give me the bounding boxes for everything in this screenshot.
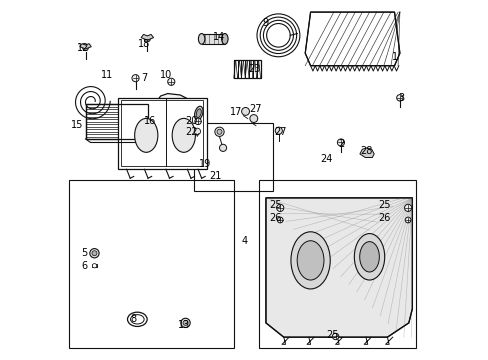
- Text: 17: 17: [229, 107, 242, 117]
- Bar: [69, 180, 233, 348]
- Circle shape: [332, 333, 338, 340]
- Ellipse shape: [196, 109, 201, 118]
- Circle shape: [167, 78, 175, 85]
- Ellipse shape: [194, 106, 203, 120]
- Text: 25: 25: [269, 200, 282, 210]
- Circle shape: [249, 114, 257, 122]
- Bar: [233, 60, 260, 78]
- Bar: [194, 123, 272, 191]
- Bar: [85, 104, 148, 139]
- Circle shape: [183, 320, 188, 325]
- Circle shape: [337, 139, 344, 146]
- Text: 25: 25: [325, 330, 338, 341]
- Bar: [233, 60, 260, 78]
- Polygon shape: [265, 198, 411, 337]
- Text: 19: 19: [199, 159, 211, 169]
- Circle shape: [214, 127, 224, 136]
- Circle shape: [92, 264, 97, 268]
- Circle shape: [82, 45, 88, 51]
- Text: 14: 14: [213, 32, 225, 42]
- Circle shape: [219, 144, 226, 152]
- Bar: [85, 104, 148, 139]
- Circle shape: [194, 128, 200, 135]
- Ellipse shape: [354, 234, 384, 280]
- Polygon shape: [157, 94, 201, 118]
- Polygon shape: [359, 148, 373, 157]
- Bar: [258, 180, 415, 348]
- Circle shape: [90, 249, 99, 258]
- Circle shape: [396, 95, 402, 101]
- Text: 11: 11: [101, 69, 113, 80]
- Text: 22: 22: [185, 127, 198, 137]
- Circle shape: [144, 36, 150, 42]
- Bar: [201, 33, 224, 44]
- Text: 10: 10: [160, 69, 172, 80]
- Circle shape: [217, 129, 222, 134]
- Text: 23: 23: [248, 64, 260, 74]
- Text: 6: 6: [81, 261, 87, 271]
- Text: 4: 4: [241, 236, 247, 246]
- Circle shape: [405, 217, 410, 223]
- Text: 3: 3: [398, 93, 404, 103]
- Text: 27: 27: [273, 127, 286, 137]
- Text: 24: 24: [320, 154, 332, 163]
- Circle shape: [275, 127, 282, 134]
- Text: 18: 18: [137, 39, 150, 49]
- Text: 21: 21: [209, 171, 222, 181]
- Text: 26: 26: [378, 212, 390, 222]
- Bar: [118, 98, 206, 169]
- Text: 27: 27: [248, 104, 261, 113]
- Ellipse shape: [297, 241, 324, 280]
- Ellipse shape: [198, 33, 204, 44]
- Text: 1: 1: [391, 52, 397, 62]
- Circle shape: [404, 204, 411, 211]
- Text: 25: 25: [378, 200, 390, 210]
- Text: 8: 8: [130, 314, 137, 324]
- Ellipse shape: [290, 232, 329, 289]
- Circle shape: [132, 75, 139, 82]
- Polygon shape: [141, 35, 153, 40]
- Ellipse shape: [359, 242, 379, 272]
- Text: 2: 2: [337, 139, 344, 149]
- Circle shape: [277, 217, 283, 223]
- Circle shape: [241, 108, 249, 115]
- Ellipse shape: [172, 118, 195, 152]
- Polygon shape: [80, 44, 91, 49]
- Ellipse shape: [134, 118, 158, 152]
- Circle shape: [181, 318, 190, 328]
- Text: 5: 5: [81, 248, 87, 258]
- Text: 9: 9: [263, 18, 268, 28]
- Text: 7: 7: [141, 73, 147, 83]
- Bar: [121, 100, 203, 166]
- Polygon shape: [305, 12, 399, 66]
- Text: 26: 26: [269, 212, 282, 222]
- Text: 12: 12: [77, 43, 89, 53]
- Circle shape: [92, 251, 97, 256]
- Text: 16: 16: [143, 116, 156, 126]
- Circle shape: [276, 204, 283, 211]
- Circle shape: [194, 118, 201, 125]
- Text: 20: 20: [185, 116, 198, 126]
- Text: 28: 28: [359, 147, 371, 157]
- Bar: [92, 264, 97, 267]
- Text: 15: 15: [71, 120, 83, 130]
- Ellipse shape: [221, 33, 227, 44]
- Text: 13: 13: [177, 320, 189, 330]
